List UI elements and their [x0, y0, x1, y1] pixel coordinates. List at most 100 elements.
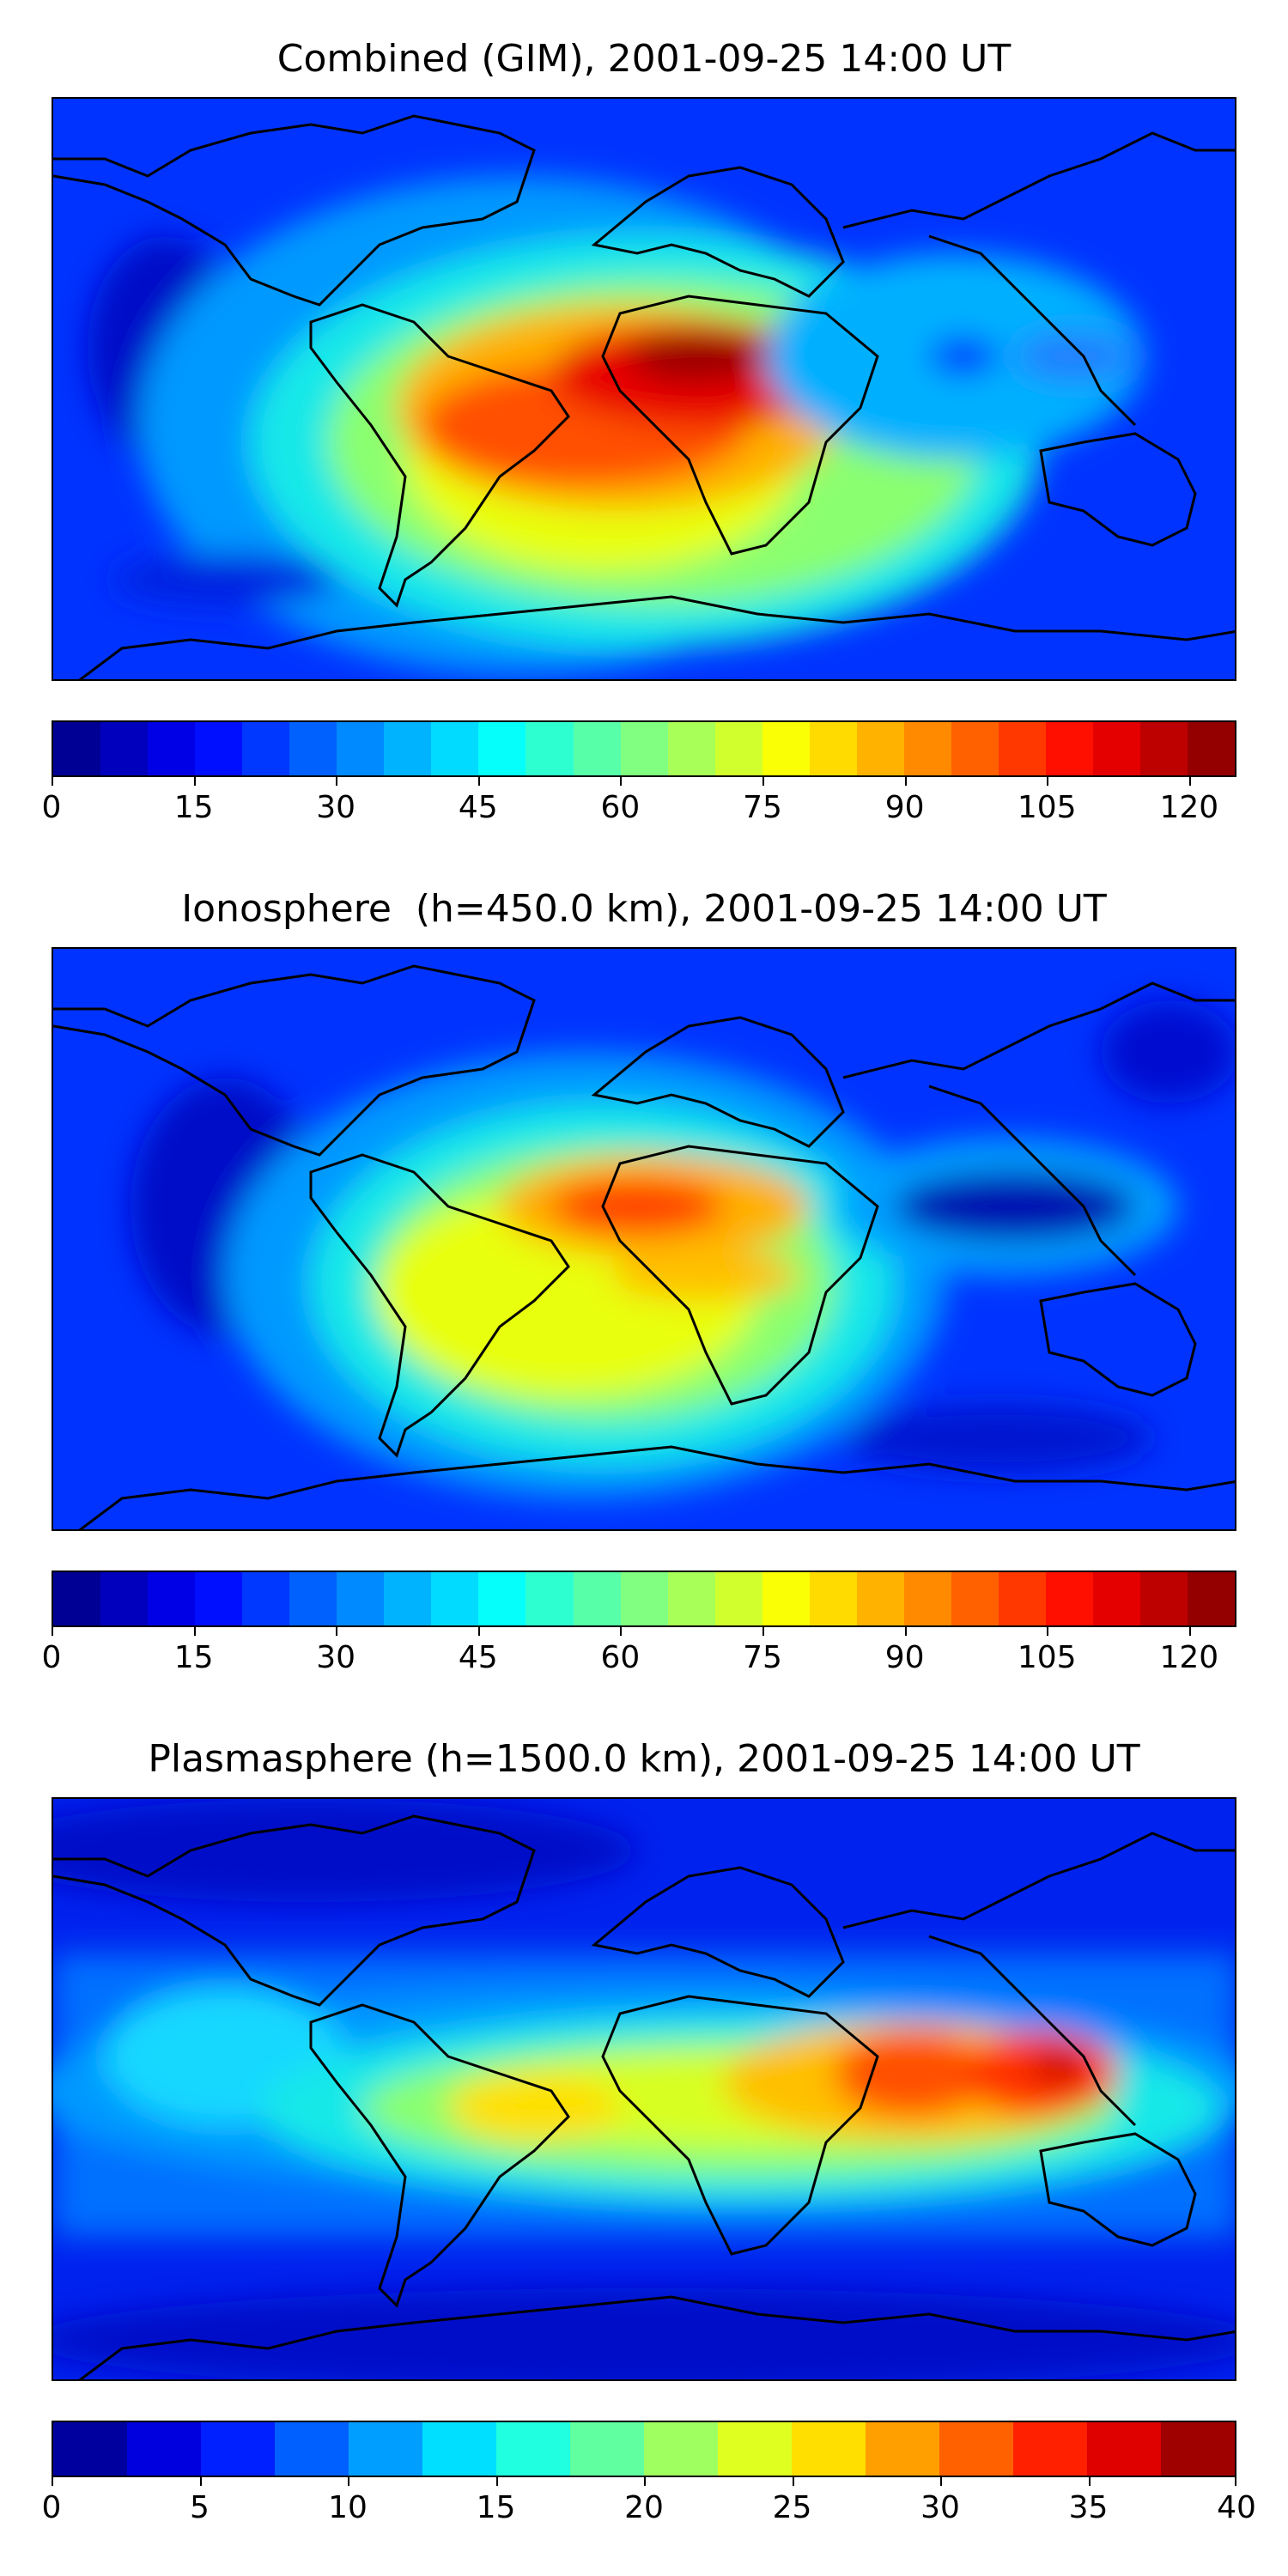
- colorbar-segment: [1161, 2422, 1235, 2476]
- colorbar-segment: [1140, 722, 1188, 775]
- panel-2-colorbar: [52, 1571, 1236, 1627]
- panel-3-title: Plasmasphere (h=1500.0 km), 2001-09-25 1…: [148, 1737, 1140, 1781]
- colorbar-tick-label: 90: [884, 790, 925, 825]
- colorbar-segment: [148, 1572, 196, 1625]
- panel-3-map: [52, 1797, 1236, 2381]
- colorbar-segment: [195, 1572, 243, 1625]
- colorbar-segment: [100, 1572, 149, 1625]
- colorbar-segment: [570, 2422, 644, 2476]
- colorbar-segment: [337, 1572, 385, 1625]
- colorbar-segment: [573, 1572, 621, 1625]
- colorbar-tick-label: 30: [920, 2490, 960, 2525]
- colorbar-tick-label: 0: [41, 2490, 62, 2525]
- coastlines: [53, 1814, 1235, 2379]
- colorbar-segment: [384, 1572, 432, 1625]
- colorbar-segment: [762, 1572, 810, 1625]
- colorbar-segment: [289, 1572, 337, 1625]
- colorbar-segment: [998, 722, 1046, 775]
- colorbar-segment: [100, 722, 149, 775]
- colorbar-segment: [866, 2422, 939, 2476]
- colorbar-tick-mark: [620, 1625, 623, 1636]
- colorbar-segment: [195, 722, 243, 775]
- colorbar-segment: [856, 1572, 904, 1625]
- colorbar-tick-label: 20: [624, 2490, 664, 2525]
- colorbar-segment: [620, 722, 668, 775]
- colorbar-segment: [478, 722, 526, 775]
- colorbar-tick-label: 105: [1017, 1640, 1077, 1675]
- colorbar-tick-mark: [1235, 2476, 1236, 2486]
- colorbar-tick-label: 90: [884, 1640, 925, 1675]
- colorbar-segment: [1045, 1572, 1094, 1625]
- colorbar-segment: [526, 722, 574, 775]
- colorbar-segment: [939, 2422, 1013, 2476]
- colorbar-tick-mark: [477, 1625, 480, 1636]
- colorbar-tick-label: 5: [190, 2490, 210, 2525]
- colorbar-segment: [384, 722, 432, 775]
- colorbar-tick-label: 40: [1217, 2490, 1256, 2525]
- colorbar-tick-mark: [1047, 1625, 1049, 1636]
- colorbar-tick-mark: [336, 775, 338, 786]
- colorbar-tick-mark: [904, 775, 907, 786]
- colorbar-segment: [1140, 1572, 1188, 1625]
- colorbar-segment: [289, 722, 337, 775]
- colorbar-segment: [951, 1572, 999, 1625]
- colorbar-segment: [1188, 722, 1235, 775]
- colorbar-tick-label: 30: [316, 1640, 356, 1675]
- colorbar-tick-mark: [52, 775, 53, 786]
- colorbar-tick-mark: [762, 1625, 764, 1636]
- colorbar-tick-mark: [336, 1625, 338, 1636]
- colorbar-segment: [856, 722, 904, 775]
- panel-3-colorbar-ticks: 0 5 10 15 20 25 30 35 40: [42, 2476, 1256, 2527]
- panel-2-title: Ionosphere (h=450.0 km), 2001-09-25 14:0…: [181, 887, 1107, 931]
- colorbar-segment: [53, 1572, 101, 1625]
- colorbar-tick-mark: [193, 775, 196, 786]
- colorbar-segment: [951, 722, 999, 775]
- colorbar-tick-label: 120: [1159, 1640, 1219, 1675]
- ionosphere-tec-map: [53, 949, 1235, 1529]
- colorbar-segment: [1045, 722, 1094, 775]
- colorbar-tick-label: 30: [316, 790, 356, 825]
- panel-2-colorbar-ticks: 0 15 30 45 60 75 90 105 120: [42, 1625, 1236, 1677]
- colorbar-segment: [903, 722, 951, 775]
- colorbar-tick-mark: [792, 2476, 794, 2486]
- colorbar-tick-label: 15: [173, 790, 214, 825]
- colorbar-segment: [667, 722, 715, 775]
- colorbar-segment: [201, 2422, 275, 2476]
- colorbar-tick-label: 60: [600, 1640, 641, 1675]
- colorbar-tick-mark: [495, 2476, 498, 2486]
- colorbar-tick-label: 60: [600, 790, 641, 825]
- colorbar-segment: [127, 2422, 201, 2476]
- colorbar-segment: [718, 2422, 792, 2476]
- colorbar-tick-label: 120: [1159, 790, 1219, 825]
- colorbar-tick-label: 35: [1068, 2490, 1109, 2525]
- colorbar-tick-label: 75: [743, 790, 782, 825]
- colorbar-segment: [644, 2422, 718, 2476]
- coastlines: [53, 114, 1235, 679]
- panel-1-colorbar: [52, 720, 1236, 777]
- colorbar-tick-mark: [762, 775, 764, 786]
- colorbar-segment: [809, 1572, 857, 1625]
- colorbar-segment: [573, 722, 621, 775]
- colorbar-segment: [349, 2422, 422, 2476]
- colorbar-tick-label: 45: [458, 790, 498, 825]
- colorbar-tick-label: 105: [1017, 790, 1077, 825]
- colorbar-tick-label: 10: [328, 2490, 368, 2525]
- colorbar-segment: [1188, 1572, 1235, 1625]
- colorbar-tick-label: 45: [458, 1640, 498, 1675]
- colorbar-tick-mark: [348, 2476, 349, 2486]
- colorbar-segment: [422, 2422, 496, 2476]
- colorbar-segment: [667, 1572, 715, 1625]
- colorbar-segment: [337, 722, 385, 775]
- colorbar-segment: [478, 1572, 526, 1625]
- combined-tec-map: [53, 99, 1235, 679]
- colorbar-segment: [998, 1572, 1046, 1625]
- colorbar-tick-mark: [1047, 775, 1049, 786]
- plasmasphere-tec-map: [53, 1799, 1235, 2379]
- colorbar-segment: [242, 722, 290, 775]
- colorbar-tick-label: 15: [476, 2490, 516, 2525]
- colorbar-segment: [526, 1572, 574, 1625]
- colorbar-tick-mark: [620, 775, 623, 786]
- colorbar-tick-mark: [52, 1625, 53, 1636]
- colorbar-segment: [1087, 2422, 1161, 2476]
- colorbar-segment: [431, 1572, 479, 1625]
